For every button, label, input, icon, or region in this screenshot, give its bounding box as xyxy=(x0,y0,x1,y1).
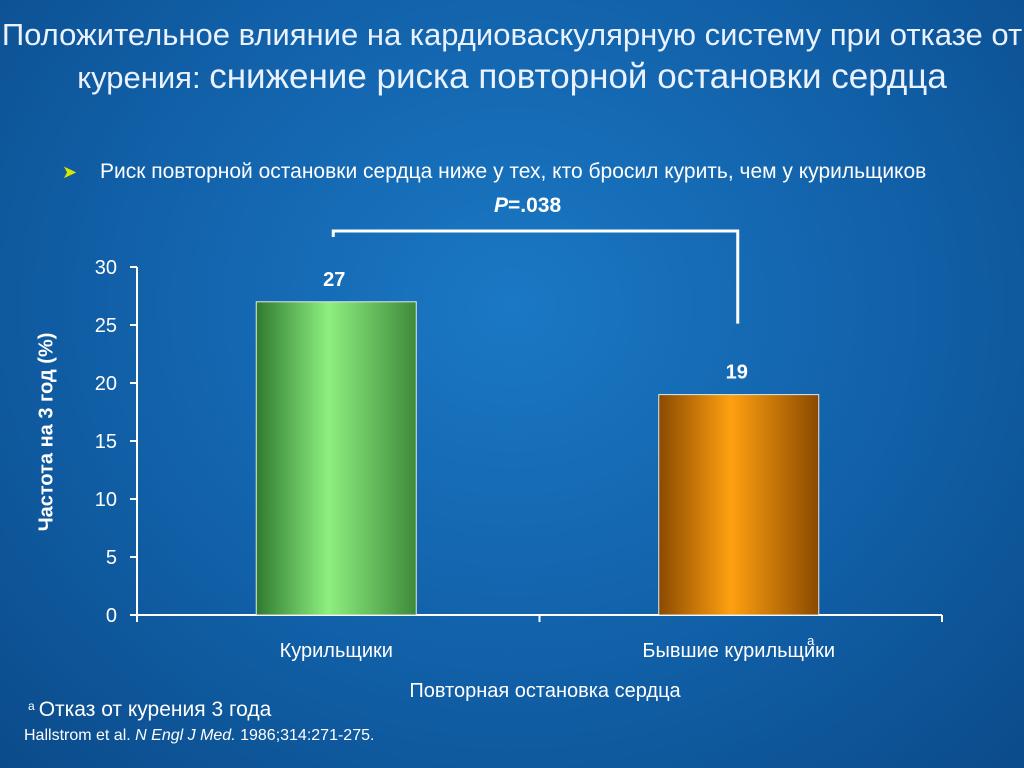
y-tick-label: 15 xyxy=(95,431,117,453)
significance-bracket xyxy=(331,229,740,324)
chart-bars xyxy=(255,301,820,616)
p-value: P=.038 xyxy=(494,194,561,218)
title-part1: Положительное влияние на кардиоваскулярн… xyxy=(1,17,1023,95)
citation-journal: N Engl J Med. xyxy=(135,727,236,744)
slide-title: Положительное влияние на кардиоваскулярн… xyxy=(0,14,1024,99)
x-category-label-1: Курильщики xyxy=(280,640,393,662)
y-tick-label: 5 xyxy=(106,547,117,569)
p-label: P xyxy=(494,194,509,217)
p-number: =.038 xyxy=(508,194,562,217)
footnote-marker: a xyxy=(28,699,35,713)
footnote: a Отказ от курения 3 года xyxy=(28,698,271,722)
y-axis-title: Частота на 3 год (%) xyxy=(35,332,58,532)
y-tick-label: 25 xyxy=(95,315,117,337)
y-tick-label: 20 xyxy=(95,373,117,395)
x-category-superscript-2: a xyxy=(807,633,815,648)
bracket-line xyxy=(331,229,740,324)
y-tick-label: 30 xyxy=(95,257,117,279)
bullet-text: Риск повторной остановки сердца ниже у т… xyxy=(100,160,927,183)
title-part2: снижение риска повторной остановки сердц… xyxy=(209,57,947,96)
citation: Hallstrom et al. N Engl J Med. 1986;314:… xyxy=(24,727,374,745)
footnote-text: Отказ от курения 3 года xyxy=(38,698,272,721)
y-tick-label: 10 xyxy=(95,489,117,511)
citation-ref: 1986;314:271-275. xyxy=(240,727,375,744)
bar-1 xyxy=(255,301,417,616)
data-label-1: 27 xyxy=(323,269,345,291)
data-label-2: 19 xyxy=(726,362,748,384)
bullet-arrow-icon: ➤ xyxy=(62,162,78,182)
x-category-label-2: Бывшие курильщики xyxy=(642,640,835,662)
x-axis-title: Повторная остановка сердца xyxy=(409,680,681,702)
y-tick-label: 0 xyxy=(106,605,117,627)
bar-2 xyxy=(658,394,820,616)
citation-authors: Hallstrom et al. xyxy=(24,727,131,744)
